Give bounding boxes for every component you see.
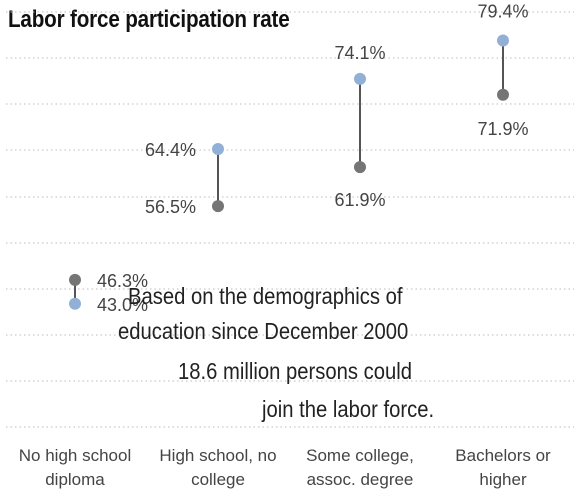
- chart-title: Labor force participation rate: [8, 6, 290, 33]
- category-label-1-line-1: college: [191, 470, 245, 489]
- data-label-series1-1: 64.4%: [145, 140, 196, 160]
- point-series1-0: [69, 297, 81, 310]
- point-series1-2: [354, 72, 366, 85]
- category-label-2-line-0: Some college,: [306, 446, 414, 465]
- category-label-0-line-1: diploma: [45, 470, 105, 489]
- point-series0-0: [69, 273, 81, 286]
- annotation-line-3: 18.6 million persons could: [178, 358, 413, 384]
- data-label-series0-3: 71.9%: [477, 119, 528, 139]
- point-series0-3: [497, 88, 509, 101]
- data-label-series0-0: 46.3%: [97, 271, 148, 291]
- category-label-0-line-0: No high school: [19, 446, 131, 465]
- data-label-series1-3: 79.4%: [477, 2, 528, 22]
- point-series1-3: [497, 34, 509, 47]
- data-label-series0-1: 56.5%: [145, 197, 196, 217]
- data-label-series0-2: 61.9%: [334, 190, 385, 210]
- point-series0-2: [354, 161, 366, 174]
- category-label-3-line-0: Bachelors or: [455, 446, 551, 465]
- data-label-series1-0: 43.0%: [97, 295, 148, 315]
- annotation-line-4: join the labor force.: [262, 396, 435, 422]
- category-label-3-line-1: higher: [479, 470, 527, 489]
- point-series0-1: [212, 200, 224, 213]
- category-label-1-line-0: High school, no: [159, 446, 276, 465]
- annotation-line-1: Based on the demographics of: [128, 283, 403, 309]
- category-label-2-line-1: assoc. degree: [307, 470, 414, 489]
- point-series1-1: [212, 143, 224, 156]
- annotation-line-2: education since December 2000: [118, 318, 409, 344]
- data-label-series1-2: 74.1%: [334, 43, 385, 63]
